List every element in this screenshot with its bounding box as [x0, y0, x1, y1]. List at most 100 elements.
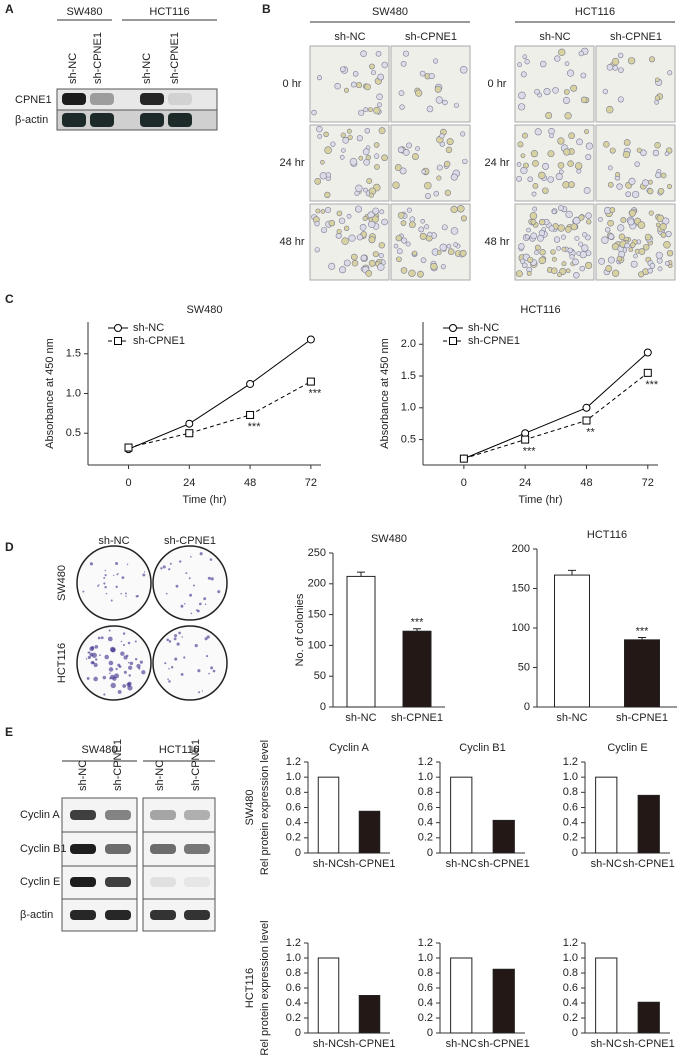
panel-label: D	[5, 540, 14, 554]
cell	[518, 91, 526, 100]
cell	[527, 256, 534, 264]
x-tick-label: sh-NC	[313, 1038, 344, 1050]
cell	[562, 96, 571, 105]
blot-band	[90, 113, 114, 127]
blot	[61, 797, 138, 932]
cell	[412, 250, 418, 256]
cell	[550, 249, 556, 255]
colony	[113, 574, 115, 577]
cell	[397, 146, 405, 154]
colony	[197, 669, 201, 673]
colony	[217, 590, 221, 594]
colony	[94, 658, 98, 661]
cell	[647, 268, 653, 274]
bar	[317, 776, 340, 854]
cell	[453, 242, 458, 247]
colony	[108, 629, 111, 632]
colony	[100, 636, 104, 640]
cell	[563, 88, 570, 95]
colony	[126, 654, 129, 657]
bar	[595, 776, 618, 854]
colony	[136, 663, 141, 669]
column-label: sh-CPNE1	[164, 535, 216, 547]
cell	[347, 134, 353, 140]
cell	[578, 241, 584, 247]
cell	[314, 247, 320, 253]
cell	[436, 164, 443, 171]
cell	[609, 147, 616, 154]
cell	[534, 88, 540, 95]
plate	[152, 545, 228, 621]
blot-band	[70, 810, 96, 820]
cell	[367, 107, 373, 113]
colony	[136, 594, 139, 598]
x-tick-label: 0	[125, 477, 131, 489]
y-tick-label: 0.4	[286, 997, 301, 1009]
y-tick-label: 1.0	[286, 952, 301, 964]
cell	[324, 191, 331, 199]
marker	[246, 379, 255, 388]
cell	[396, 248, 403, 255]
chart-title: Cyclin E	[607, 742, 647, 754]
marker	[185, 429, 194, 438]
colony	[109, 672, 111, 675]
colony	[134, 640, 137, 643]
cell	[314, 221, 320, 227]
y-axis-label: No. of colonies	[294, 593, 306, 666]
x-tick-label: 0	[461, 477, 467, 489]
cell	[400, 267, 408, 274]
cell	[558, 48, 566, 56]
cell	[665, 230, 672, 238]
cell	[362, 216, 368, 221]
cell	[606, 64, 614, 71]
cell	[566, 69, 575, 77]
cell	[625, 191, 632, 198]
cell	[655, 251, 663, 259]
y-tick-label: 0	[572, 1027, 578, 1039]
row-label: β-actin	[20, 909, 53, 921]
cell	[315, 208, 321, 214]
cell	[607, 219, 614, 227]
cell	[576, 138, 583, 146]
cell	[550, 267, 558, 274]
y-tick-label: 0.6	[563, 982, 578, 994]
colony	[127, 661, 130, 664]
colony	[194, 644, 198, 648]
row-label: Cyclin E	[20, 876, 60, 888]
cell	[585, 142, 593, 150]
cell	[441, 224, 448, 231]
cell	[350, 81, 357, 88]
cell	[453, 102, 460, 108]
bar	[317, 957, 340, 1034]
blot-band	[140, 93, 164, 105]
y-tick-label: 0.2	[286, 1012, 301, 1024]
cell	[630, 260, 638, 268]
column-label: sh-NC	[334, 31, 365, 43]
legend-marker	[449, 324, 457, 332]
colony	[120, 651, 125, 656]
colony	[103, 582, 106, 585]
significance-label: ***	[308, 387, 322, 399]
cell	[659, 223, 667, 231]
cell	[450, 173, 458, 181]
cell	[517, 62, 522, 68]
colony	[115, 561, 119, 565]
cell	[539, 249, 546, 256]
cell	[334, 82, 341, 90]
cell	[356, 135, 363, 142]
cell	[323, 131, 329, 138]
cell	[655, 172, 662, 179]
cell	[311, 109, 317, 116]
row-label: Cyclin B1	[20, 843, 66, 855]
colony	[129, 661, 134, 666]
cell	[534, 128, 542, 136]
cell	[607, 256, 615, 264]
cell	[655, 77, 660, 83]
cell	[374, 164, 380, 170]
cell	[321, 226, 328, 233]
colony	[168, 568, 171, 571]
cell	[652, 149, 660, 157]
cell	[543, 87, 551, 96]
cell	[564, 226, 572, 233]
y-axis-label: Absorbance at 450 nm	[44, 338, 56, 449]
